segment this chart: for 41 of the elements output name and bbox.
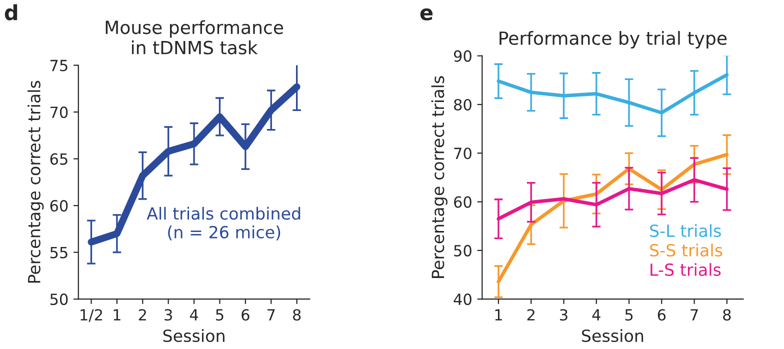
y-tick-label: 55 — [50, 246, 68, 258]
x-tick-label: 6 — [242, 309, 250, 321]
x-tick-label: 7 — [690, 309, 698, 320]
x-tick-label: 4 — [592, 309, 600, 320]
x-tick-label: 8 — [293, 309, 301, 321]
y-tick-label: 70 — [50, 106, 68, 118]
text: d — [4, 4, 18, 20]
y-tick-label: 60 — [50, 200, 68, 212]
x-tick-label: 2 — [527, 309, 534, 320]
x-tick-label: 5 — [216, 309, 224, 321]
x-axis-title: Session — [582, 329, 644, 342]
y-tick-label: 60 — [454, 196, 472, 208]
x-tick-label: 3 — [164, 309, 172, 321]
y-tick-label: 70 — [454, 148, 472, 160]
x-tick-label: 8 — [723, 309, 731, 321]
y-tick-label: 50 — [50, 294, 68, 306]
text: S-S trials — [650, 244, 722, 257]
y-tick-label: 65 — [50, 153, 68, 165]
x-tick-label: 4 — [190, 309, 198, 320]
y-axis-title: Percentage correct trials — [28, 80, 44, 283]
chart-title: Performance by trial type — [500, 31, 727, 48]
x-tick-label: 1/2 — [80, 309, 102, 322]
x-tick-label: 1 — [114, 309, 120, 320]
text: L-S trials — [650, 263, 721, 276]
x-axis-title: Session — [163, 329, 224, 342]
y-tick-label: 75 — [50, 60, 68, 72]
chart-title: Mouse performance in tDNMS task — [106, 20, 284, 54]
y-axis-title: Percentage correct trials — [431, 76, 448, 278]
y-tick-label: 50 — [454, 244, 472, 256]
x-tick-label: 6 — [658, 309, 666, 321]
x-tick-label: 1 — [495, 309, 502, 320]
text: e — [420, 8, 433, 20]
x-tick-label: 7 — [268, 309, 275, 320]
annotation: All trials combined (n = 26 mice) — [146, 206, 300, 240]
x-tick-label: 2 — [138, 309, 146, 320]
x-tick-label: 3 — [560, 309, 568, 321]
y-tick-label: 80 — [454, 98, 472, 111]
y-tick-label: 90 — [454, 50, 472, 62]
x-tick-label: 5 — [625, 309, 633, 321]
text: S-L trials — [650, 224, 721, 238]
y-tick-label: 40 — [454, 294, 472, 306]
